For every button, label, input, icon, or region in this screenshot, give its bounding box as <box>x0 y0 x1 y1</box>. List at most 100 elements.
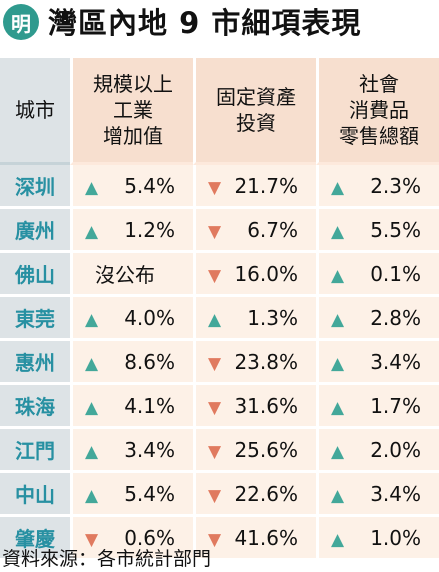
city-name: 江門 <box>0 429 70 473</box>
city-name: 佛山 <box>0 253 70 297</box>
value-text: 41.6% <box>234 525 298 550</box>
up-triangle-icon: ▲ <box>85 221 99 242</box>
value-text: 2.8% <box>370 305 421 330</box>
up-triangle-icon: ▲ <box>331 353 345 374</box>
page-title: 灣區內地 9 市細項表現 <box>48 6 362 40</box>
value-cell: ▼ 21.7% <box>193 165 316 209</box>
value-cell: ▲ 5.4% <box>70 473 193 517</box>
down-triangle-icon: ▼ <box>208 485 222 506</box>
value-text: 21.7% <box>234 173 298 198</box>
value-text: 3.4% <box>370 481 421 506</box>
value-text: 25.6% <box>234 437 298 462</box>
value-cell: ▼ 23.8% <box>193 341 316 385</box>
table-row: 中山 ▲ 5.4% ▼ 22.6% ▲ 3.4% <box>0 473 439 517</box>
title-bar: 明 灣區內地 9 市細項表現 <box>0 0 439 50</box>
up-triangle-icon: ▲ <box>331 529 345 550</box>
value-text: 8.6% <box>124 349 175 374</box>
value-cell: ▼ 0.6% <box>70 517 193 558</box>
value-cell: ▲ 3.4% <box>316 473 439 517</box>
newspaper-logo: 明 <box>3 4 39 40</box>
down-triangle-icon: ▼ <box>208 221 222 242</box>
value-text: 16.0% <box>234 261 298 286</box>
header-row: 城市 規模以上 工業 增加值 固定資產 投資 社會 消費品 零售總額 <box>0 58 439 165</box>
value-cell: ▼ 22.6% <box>193 473 316 517</box>
value-cell: ▲ 0.1% <box>316 253 439 297</box>
table-row: 佛山 沒公布 ▼ 16.0% ▲ 0.1% <box>0 253 439 297</box>
up-triangle-icon: ▲ <box>331 397 345 418</box>
table-row: 珠海 ▲ 4.1% ▼ 31.6% ▲ 1.7% <box>0 385 439 429</box>
value-text: 23.8% <box>234 349 298 374</box>
value-cell: ▲ 8.6% <box>70 341 193 385</box>
up-triangle-icon: ▲ <box>331 221 345 242</box>
city-name: 肇慶 <box>0 517 70 558</box>
value-text: 4.0% <box>124 305 175 330</box>
up-triangle-icon: ▲ <box>331 177 345 198</box>
value-text: 2.0% <box>370 437 421 462</box>
value-text: 1.2% <box>124 217 175 242</box>
value-cell: ▲ 4.0% <box>70 297 193 341</box>
table-row: 東莞 ▲ 4.0% ▲ 1.3% ▲ 2.8% <box>0 297 439 341</box>
up-triangle-icon: ▲ <box>331 485 345 506</box>
value-cell: ▲ 5.4% <box>70 165 193 209</box>
value-text: 5.4% <box>124 481 175 506</box>
value-text: 6.7% <box>247 217 298 242</box>
data-table: 城市 規模以上 工業 增加值 固定資產 投資 社會 消費品 零售總額 深圳 ▲ 5.… <box>0 58 439 558</box>
down-triangle-icon: ▼ <box>208 265 222 286</box>
up-triangle-icon: ▲ <box>208 309 222 330</box>
value-text: 1.7% <box>370 393 421 418</box>
value-cell: ▼ 41.6% <box>193 517 316 558</box>
table-row: 深圳 ▲ 5.4% ▼ 21.7% ▲ 2.3% <box>0 165 439 209</box>
value-text: 3.4% <box>124 437 175 462</box>
value-cell: ▲ 4.1% <box>70 385 193 429</box>
value-text: 1.3% <box>247 305 298 330</box>
value-cell: ▼ 31.6% <box>193 385 316 429</box>
value-cell: ▲ 2.0% <box>316 429 439 473</box>
value-text: 5.5% <box>370 217 421 242</box>
up-triangle-icon: ▲ <box>85 485 99 506</box>
up-triangle-icon: ▲ <box>85 309 99 330</box>
table-body: 深圳 ▲ 5.4% ▼ 21.7% ▲ 2.3% 廣州 ▲ 1.2% ▼ 6.7% ▲ 5.5% 佛山 沒公布… <box>0 165 439 558</box>
value-cell: ▼ 25.6% <box>193 429 316 473</box>
city-name: 惠州 <box>0 341 70 385</box>
value-text: 0.1% <box>370 261 421 286</box>
down-triangle-icon: ▼ <box>208 397 222 418</box>
value-cell: ▲ 1.7% <box>316 385 439 429</box>
value-text: 1.0% <box>370 525 421 550</box>
value-cell: ▲ 1.2% <box>70 209 193 253</box>
table-row: 肇慶 ▼ 0.6% ▼ 41.6% ▲ 1.0% <box>0 517 439 558</box>
column-header-city: 城市 <box>0 58 70 165</box>
city-name: 珠海 <box>0 385 70 429</box>
source-note: 資料來源：各市統計部門 <box>2 548 212 570</box>
column-header-industrial: 規模以上 工業 增加值 <box>70 58 193 165</box>
down-triangle-icon: ▼ <box>208 177 222 198</box>
value-text: 2.3% <box>370 173 421 198</box>
table-row: 惠州 ▲ 8.6% ▼ 23.8% ▲ 3.4% <box>0 341 439 385</box>
city-name: 東莞 <box>0 297 70 341</box>
value-cell: ▲ 1.3% <box>193 297 316 341</box>
up-triangle-icon: ▲ <box>85 177 99 198</box>
value-text: 沒公布 <box>95 263 155 287</box>
table-row: 廣州 ▲ 1.2% ▼ 6.7% ▲ 5.5% <box>0 209 439 253</box>
value-text: 4.1% <box>124 393 175 418</box>
column-header-retail: 社會 消費品 零售總額 <box>316 58 439 165</box>
value-cell: 沒公布 <box>70 253 193 297</box>
up-triangle-icon: ▲ <box>331 265 345 286</box>
value-cell: ▲ 1.0% <box>316 517 439 558</box>
value-text: 3.4% <box>370 349 421 374</box>
value-cell: ▼ 16.0% <box>193 253 316 297</box>
up-triangle-icon: ▲ <box>85 353 99 374</box>
city-name: 廣州 <box>0 209 70 253</box>
value-text: 22.6% <box>234 481 298 506</box>
value-text: 31.6% <box>234 393 298 418</box>
value-text: 0.6% <box>124 525 175 550</box>
value-text: 5.4% <box>124 173 175 198</box>
down-triangle-icon: ▼ <box>208 529 222 550</box>
value-cell: ▲ 3.4% <box>70 429 193 473</box>
up-triangle-icon: ▲ <box>331 309 345 330</box>
value-cell: ▼ 6.7% <box>193 209 316 253</box>
city-name: 深圳 <box>0 165 70 209</box>
down-triangle-icon: ▼ <box>85 529 99 550</box>
value-cell: ▲ 3.4% <box>316 341 439 385</box>
city-name: 中山 <box>0 473 70 517</box>
down-triangle-icon: ▼ <box>208 441 222 462</box>
